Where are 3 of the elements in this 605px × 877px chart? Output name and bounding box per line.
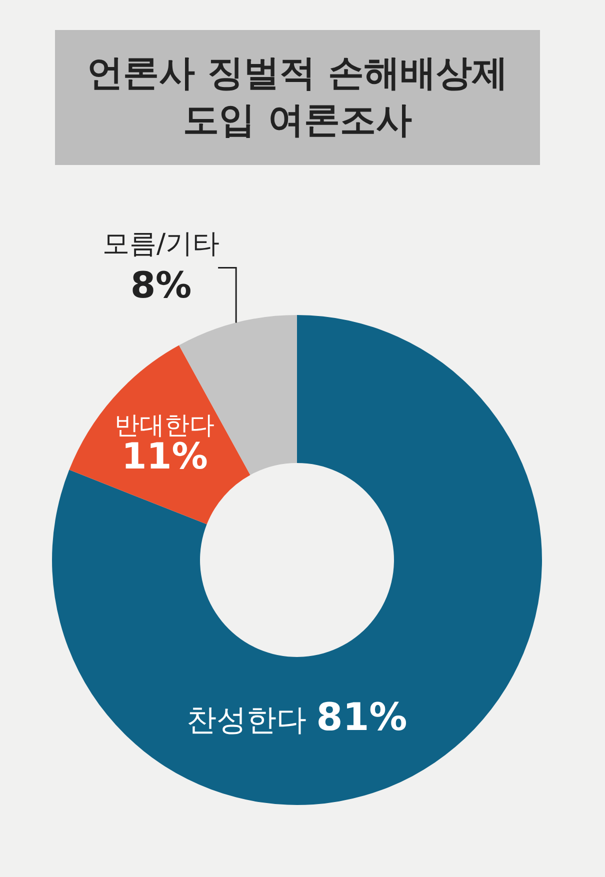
slice-label: 모름/기타 [102,228,220,260]
data-label: 8% [130,266,192,307]
chart-title: 언론사 징벌적 손해배상제 도입 여론조사 [86,52,510,142]
